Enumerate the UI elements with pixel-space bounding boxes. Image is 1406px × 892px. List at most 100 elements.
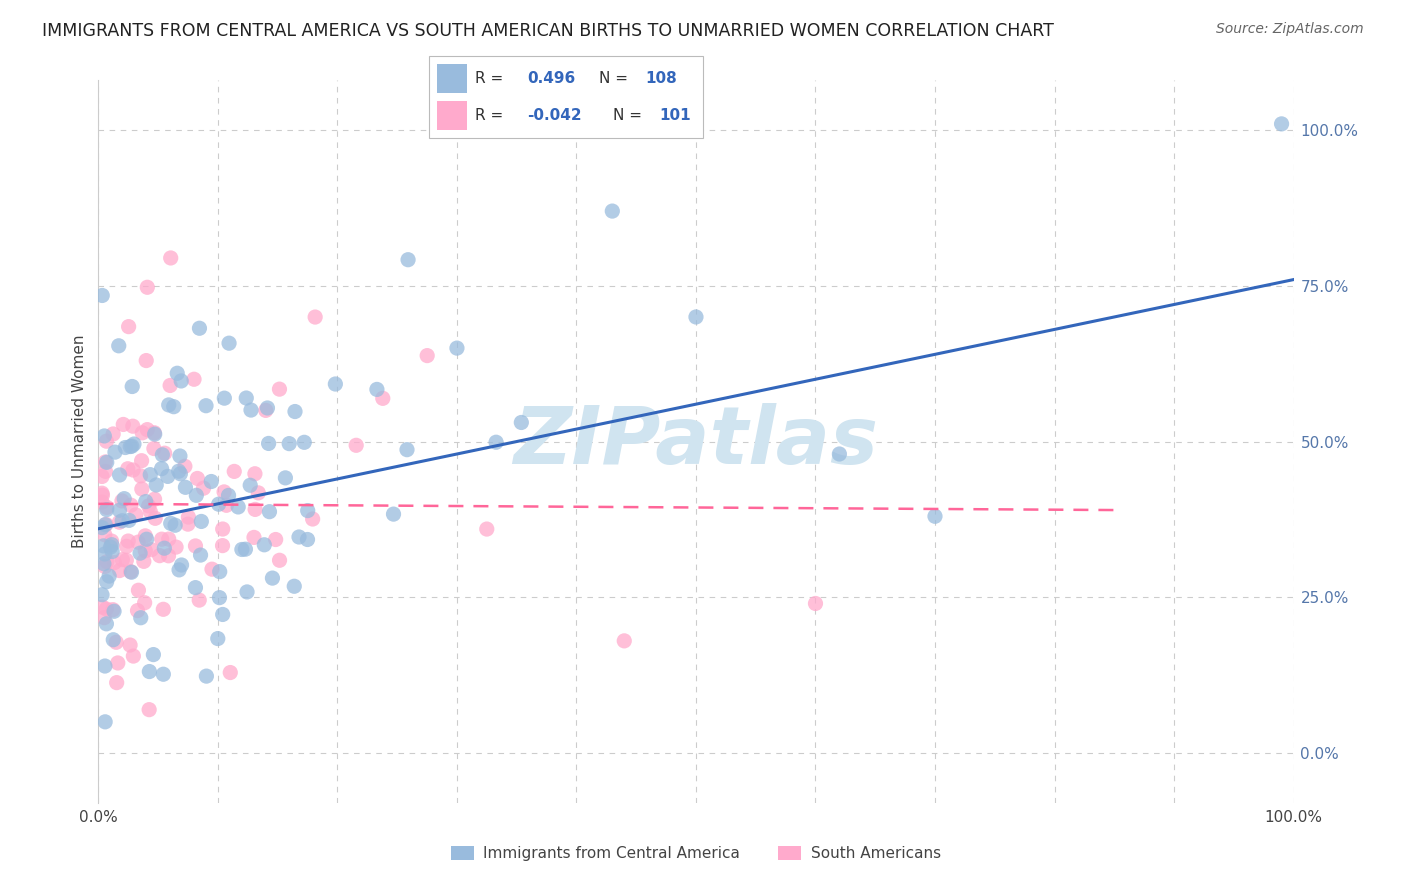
Point xyxy=(602,204,624,219)
Point xyxy=(114,441,136,455)
Point xyxy=(184,581,207,595)
Point xyxy=(150,461,173,475)
Point xyxy=(107,656,129,670)
Point xyxy=(121,565,143,579)
Point xyxy=(91,288,114,302)
Point xyxy=(94,464,117,478)
Text: ZIPatlas: ZIPatlas xyxy=(513,402,879,481)
Point xyxy=(122,649,145,664)
Point xyxy=(240,403,263,417)
FancyBboxPatch shape xyxy=(437,101,467,130)
Point xyxy=(288,530,311,544)
Point xyxy=(259,505,281,519)
Point xyxy=(94,527,117,541)
Point xyxy=(112,417,135,432)
Point xyxy=(253,538,276,552)
Point xyxy=(121,379,143,393)
Point xyxy=(91,600,114,615)
Point xyxy=(256,401,278,415)
Point xyxy=(159,378,181,392)
Point xyxy=(274,471,297,485)
Point xyxy=(269,382,291,396)
Point xyxy=(143,427,166,442)
Point xyxy=(100,540,122,554)
Point xyxy=(125,508,148,522)
Point xyxy=(94,714,117,729)
Point xyxy=(122,463,145,477)
Point xyxy=(118,513,141,527)
Point xyxy=(152,602,174,616)
Point xyxy=(96,434,118,449)
Point xyxy=(108,564,131,578)
Point xyxy=(159,251,181,265)
Point xyxy=(157,549,180,563)
Point xyxy=(101,602,124,616)
Point xyxy=(201,562,224,576)
Point xyxy=(190,548,212,562)
Point xyxy=(138,499,160,513)
Point xyxy=(239,478,262,492)
Point xyxy=(93,539,115,553)
Point xyxy=(101,544,124,558)
Point xyxy=(94,559,117,574)
Point xyxy=(131,425,153,440)
Point xyxy=(685,310,707,324)
Point xyxy=(136,423,159,437)
Point xyxy=(91,521,114,535)
Point xyxy=(93,429,115,443)
Point xyxy=(169,467,191,481)
Point xyxy=(103,556,125,570)
Point xyxy=(132,554,155,568)
Text: R =: R = xyxy=(475,108,509,123)
Point xyxy=(174,480,197,494)
Point xyxy=(96,555,118,569)
Point xyxy=(121,419,143,434)
Point xyxy=(510,416,533,430)
Text: 108: 108 xyxy=(645,70,678,86)
Point xyxy=(117,534,139,549)
Point xyxy=(96,502,118,516)
Point xyxy=(344,438,367,452)
Point xyxy=(186,471,208,485)
Point xyxy=(131,453,153,467)
Point xyxy=(247,486,270,500)
Point xyxy=(485,435,508,450)
Point xyxy=(120,638,142,652)
Point xyxy=(127,604,149,618)
Point xyxy=(143,492,166,507)
Point xyxy=(262,571,284,585)
Point xyxy=(211,607,233,622)
Text: 0.496: 0.496 xyxy=(527,70,576,86)
Point xyxy=(186,488,208,502)
Legend: Immigrants from Central America, South Americans: Immigrants from Central America, South A… xyxy=(446,839,946,867)
Point xyxy=(243,502,266,516)
Point xyxy=(301,512,323,526)
Point xyxy=(93,557,115,571)
Point xyxy=(157,398,180,412)
Point xyxy=(165,540,187,554)
Point xyxy=(231,542,253,557)
Point xyxy=(94,517,117,532)
Point xyxy=(135,494,157,508)
Point xyxy=(96,602,118,616)
Point xyxy=(304,310,326,324)
Text: IMMIGRANTS FROM CENTRAL AMERICA VS SOUTH AMERICAN BIRTHS TO UNMARRIED WOMEN CORR: IMMIGRANTS FROM CENTRAL AMERICA VS SOUTH… xyxy=(42,22,1054,40)
Point xyxy=(103,632,125,647)
Point xyxy=(112,491,135,506)
Point xyxy=(165,518,187,533)
Point xyxy=(94,659,117,673)
Point xyxy=(212,484,235,499)
Point xyxy=(129,469,152,483)
Point xyxy=(156,469,179,483)
Point xyxy=(163,400,186,414)
Point xyxy=(218,336,240,351)
Point xyxy=(138,703,160,717)
Point xyxy=(226,500,249,514)
Point xyxy=(135,533,157,547)
Point xyxy=(159,516,181,531)
Point xyxy=(184,539,207,553)
Point xyxy=(188,321,211,335)
Point xyxy=(371,392,394,406)
Text: Source: ZipAtlas.com: Source: ZipAtlas.com xyxy=(1216,22,1364,37)
Point xyxy=(235,391,257,405)
